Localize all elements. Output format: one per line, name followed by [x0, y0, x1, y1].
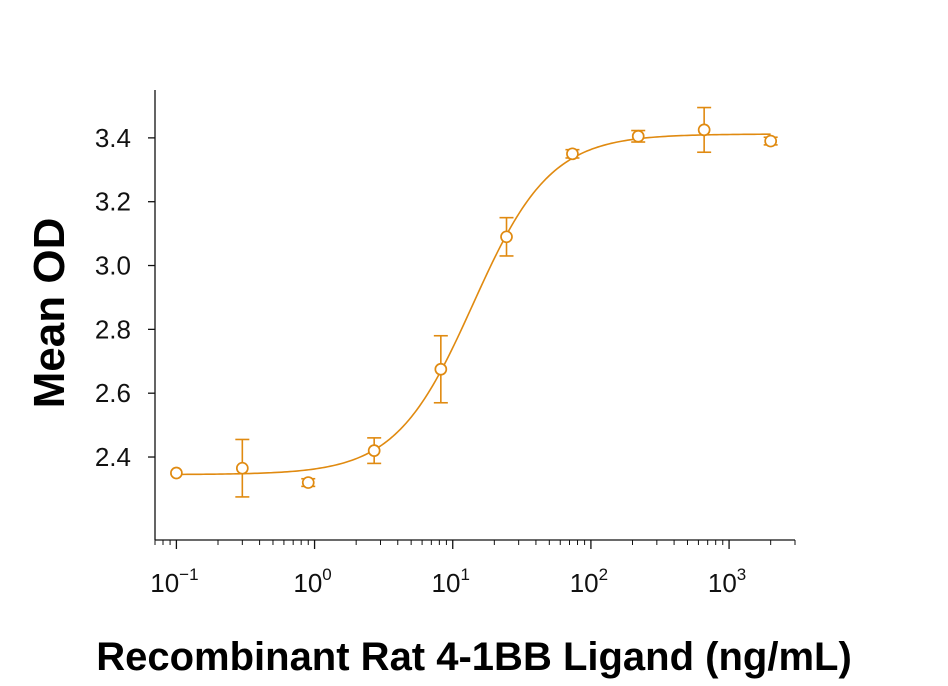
- x-axis-title: Recombinant Rat 4-1BB Ligand (ng/mL): [96, 635, 852, 679]
- y-axis-title: Mean OD: [25, 218, 74, 409]
- y-tick-label: 2.6: [95, 378, 131, 408]
- data-point: [235, 461, 249, 475]
- axes: 2.4 2.6 2.8 3.0 3.2 3.4 10−1 100 101 102 103: [95, 90, 796, 598]
- data-point: [500, 230, 513, 244]
- x-tick-label: 10−1: [150, 565, 198, 598]
- x-tick-label: 102: [570, 565, 608, 598]
- y-tick-label: 3.4: [95, 123, 131, 153]
- fit-curve: [176, 133, 771, 476]
- y-tick-label: 3.0: [95, 251, 131, 281]
- data-point: [367, 444, 381, 457]
- y-tick-label: 2.4: [95, 442, 131, 472]
- x-tick-label: 101: [432, 565, 470, 598]
- data-point: [764, 134, 778, 148]
- data-point: [301, 476, 315, 489]
- y-tick-label: 3.2: [95, 187, 131, 217]
- x-tick-label: 103: [708, 565, 746, 598]
- series: [170, 106, 778, 498]
- data-point: [697, 123, 711, 137]
- data-point: [170, 466, 183, 480]
- y-tick-label: 2.8: [95, 314, 131, 344]
- data-point: [631, 129, 645, 143]
- data-point: [434, 362, 448, 376]
- data-point: [566, 147, 579, 161]
- x-tick-label: 100: [293, 565, 331, 598]
